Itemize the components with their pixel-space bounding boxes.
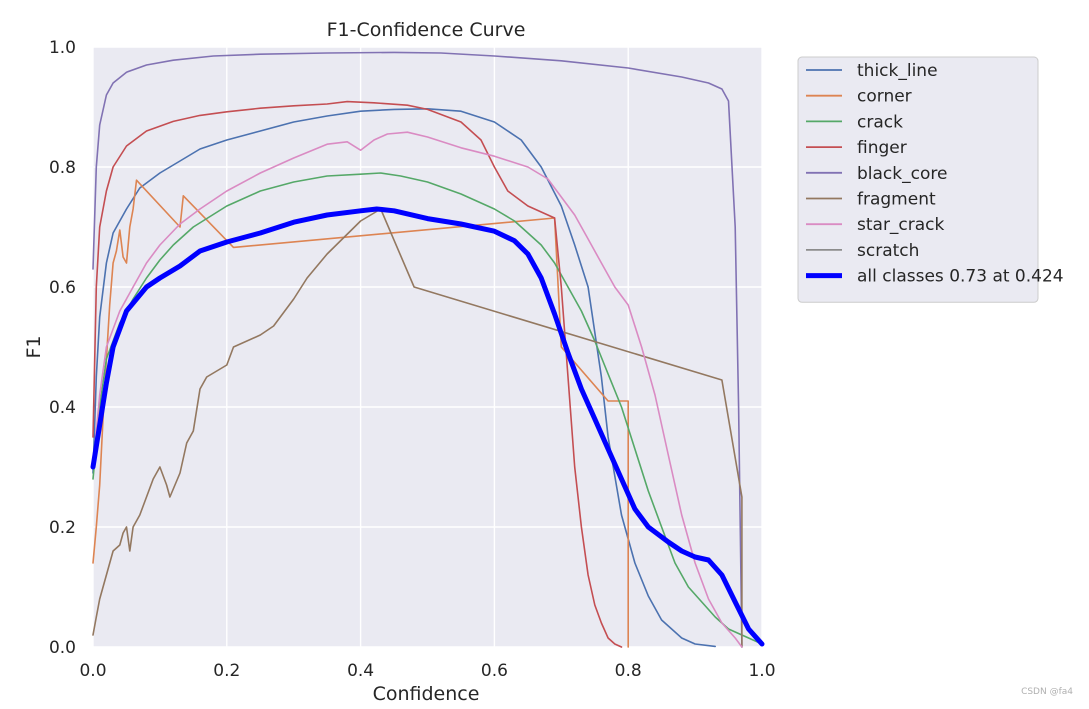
legend-label: black_core bbox=[857, 164, 947, 184]
legend-label: all classes 0.73 at 0.424 bbox=[857, 267, 1064, 287]
y-tick-label: 1.0 bbox=[49, 38, 76, 58]
legend-label: star_crack bbox=[857, 215, 945, 235]
y-tick-label: 0.6 bbox=[49, 278, 76, 298]
y-tick-label: 0.0 bbox=[49, 638, 76, 658]
legend-label: fragment bbox=[857, 190, 936, 210]
legend-label: finger bbox=[857, 138, 907, 158]
y-axis-title: F1 bbox=[23, 335, 45, 358]
x-tick-label: 0.6 bbox=[481, 661, 508, 681]
series-line-finger bbox=[92, 100, 623, 648]
x-tick-label: 0.8 bbox=[615, 661, 642, 681]
legend-label: thick_line bbox=[857, 61, 938, 81]
y-tick-label: 0.4 bbox=[49, 398, 76, 418]
legend-label: crack bbox=[857, 112, 903, 132]
series-line-fragment bbox=[92, 208, 743, 648]
chart-title: F1-Confidence Curve bbox=[327, 19, 526, 41]
series-line-star-crack bbox=[92, 131, 743, 648]
x-axis-title: Confidence bbox=[373, 683, 480, 705]
y-tick-label: 0.2 bbox=[49, 518, 76, 538]
x-tick-labels: 0.0 0.2 0.4 0.6 0.8 1.0 bbox=[79, 661, 775, 681]
x-tick-label: 0.2 bbox=[213, 661, 240, 681]
y-tick-label: 0.8 bbox=[49, 158, 76, 178]
series-line-all-classes-0-73-at-0-424 bbox=[90, 206, 765, 647]
legend-label: scratch bbox=[857, 241, 919, 261]
x-tick-label: 1.0 bbox=[748, 661, 775, 681]
x-tick-label: 0.4 bbox=[347, 661, 374, 681]
series-line-crack bbox=[92, 172, 763, 645]
y-tick-labels: 0.0 0.2 0.4 0.6 0.8 1.0 bbox=[49, 38, 76, 658]
series-lines bbox=[90, 51, 765, 648]
watermark: CSDN @fa4 bbox=[1021, 687, 1073, 697]
legend-box bbox=[797, 56, 1039, 303]
x-tick-label: 0.0 bbox=[79, 661, 106, 681]
series-line-black-core bbox=[92, 51, 743, 648]
legend-label: corner bbox=[857, 87, 912, 107]
